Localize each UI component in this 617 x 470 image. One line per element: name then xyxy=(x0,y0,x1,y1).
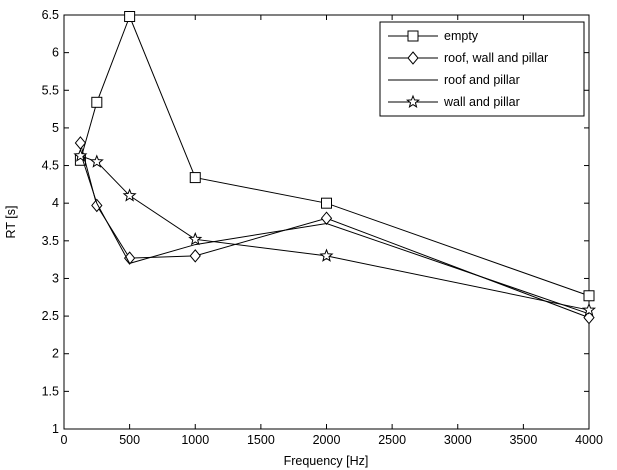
x-tick-label: 1500 xyxy=(247,433,275,447)
marker-diamond xyxy=(407,51,419,65)
marker-star xyxy=(188,231,203,246)
legend-item: empty xyxy=(388,29,479,43)
series-line xyxy=(79,152,590,315)
marker-square xyxy=(189,172,201,184)
marker-diamond xyxy=(123,251,136,265)
marker-star xyxy=(89,154,104,168)
legend-label: wall and pillar xyxy=(443,95,520,109)
marker-square xyxy=(407,30,419,42)
x-axis-label: Frequency [Hz] xyxy=(284,454,369,468)
series-empty xyxy=(74,11,595,302)
legend-item: roof and pillar xyxy=(388,73,520,87)
x-tick-label: 4000 xyxy=(575,433,603,447)
y-tick-label: 6 xyxy=(52,46,59,60)
y-tick-label: 2.5 xyxy=(42,309,59,323)
y-tick-label: 2 xyxy=(52,347,59,361)
marker-star xyxy=(581,302,597,317)
marker-star xyxy=(73,148,88,162)
x-tick-label: 2500 xyxy=(378,433,406,447)
y-tick-label: 3 xyxy=(52,271,59,285)
y-tick-label: 5.5 xyxy=(42,83,59,97)
legend-label: roof and pillar xyxy=(444,73,520,87)
marker-square xyxy=(321,197,332,209)
marker-star xyxy=(122,188,137,202)
marker-square xyxy=(583,290,595,302)
legend-label: roof, wall and pillar xyxy=(444,51,548,65)
legend-item: roof, wall and pillar xyxy=(388,51,548,65)
series-layer xyxy=(73,11,597,325)
series-roof-and-pillar xyxy=(79,152,590,315)
y-tick-label: 3.5 xyxy=(42,234,59,248)
marker-diamond xyxy=(189,249,201,263)
y-tick-label: 5 xyxy=(52,121,59,135)
x-tick-label: 0 xyxy=(61,433,68,447)
y-tick-label: 1.5 xyxy=(42,384,59,398)
series-line xyxy=(79,15,590,297)
marker-star xyxy=(319,248,334,262)
axes: 0 500 1000 1500 2000 2500 3000 3500 4000 1 1.5 2 2.5… xyxy=(42,8,603,447)
x-tick-label: 3500 xyxy=(509,433,537,447)
x-tick-label: 3000 xyxy=(444,433,472,447)
x-tick-label: 1000 xyxy=(181,433,209,447)
x-tick-label: 2000 xyxy=(313,433,341,447)
y-tick-label: 1 xyxy=(52,422,59,436)
marker-square xyxy=(91,96,103,108)
marker-square xyxy=(124,11,136,23)
y-tick-label: 4 xyxy=(52,196,59,210)
legend-label: empty xyxy=(444,29,479,43)
legend-item: wall and pillar xyxy=(388,94,520,109)
y-tick-label: 6.5 xyxy=(42,8,59,22)
marker-star xyxy=(405,94,421,108)
series-wall-and-pillar xyxy=(73,148,597,317)
y-tick-label: 4.5 xyxy=(42,159,59,173)
y-axis-label: RT [s] xyxy=(4,206,18,239)
x-tick-label: 500 xyxy=(119,433,140,447)
marker-diamond xyxy=(320,211,333,226)
legend: empty roof, wall and pillar roof and pilla… xyxy=(379,21,585,117)
